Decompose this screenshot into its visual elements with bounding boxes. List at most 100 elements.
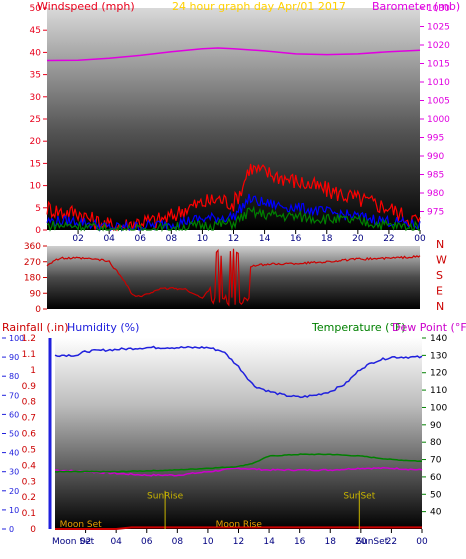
windspeed-axis-label: Windspeed (mph) xyxy=(37,0,135,13)
humidity-y-tick-label: 60 xyxy=(9,410,19,419)
rainfall-line xyxy=(55,526,422,530)
humidity-y-tick-label: 20 xyxy=(9,487,19,496)
bottom-x-tick-label: 22 xyxy=(386,537,397,547)
low-line xyxy=(46,205,420,233)
barometer-axis-label: Barometer (mb) xyxy=(372,0,460,13)
top-x-ticks: 02 04 06 08 10 12 14 16 18 20 22 00 xyxy=(72,230,426,244)
humidity-y-tick-label: 30 xyxy=(9,468,19,477)
bottom-moonset-label: Moon Set xyxy=(52,537,95,547)
baro-y-ticks: 975 980 985 990 995 1000 1005 1010 1015 1020 1025 1… xyxy=(420,4,450,218)
moonset-label: Moon Set xyxy=(60,520,103,530)
temp-y-tick-label: 140 xyxy=(430,334,447,344)
humidity-y-tick-label: 80 xyxy=(9,372,19,381)
compass-letter: N xyxy=(436,300,444,313)
temp-y-tick-label: 120 xyxy=(430,369,447,379)
wind-y-tick-label: 50 xyxy=(30,4,42,14)
wind-y-tick-label: 45 xyxy=(30,26,41,36)
temp-y-tick-label: 80 xyxy=(430,438,442,448)
top-x-tick-label: 04 xyxy=(103,234,115,244)
rain-y-ticks: 0 0.1 0.2 0.3 0.4 0.5 0.6 0.7 0.8 0.9 1 1.1 1.2 xyxy=(22,334,52,535)
bottom-series xyxy=(54,345,423,530)
temp-y-tick-label: 40 xyxy=(430,508,442,518)
direction-y-ticks: 0 90 180 270 360 xyxy=(24,242,47,315)
humidity-y-tick-label: 50 xyxy=(9,430,19,439)
temp-y-tick-label: 50 xyxy=(430,490,442,500)
rain-y-tick-label: 0.7 xyxy=(22,414,36,424)
rain-y-tick-label: 0.2 xyxy=(22,493,36,503)
compass-letter: E xyxy=(436,285,443,298)
humidity-y-tick-label: 0 xyxy=(9,525,14,534)
baro-y-tick-label: 985 xyxy=(427,171,444,181)
bottom-x-tick-label: 10 xyxy=(202,537,214,547)
rain-y-tick-label: 0.5 xyxy=(22,445,36,455)
bottom-x-tick-label: 16 xyxy=(294,537,306,547)
baro-y-tick-label: 975 xyxy=(427,208,444,218)
direction-y-tick-label: 90 xyxy=(30,289,42,299)
humidity-line xyxy=(54,345,423,399)
wind-y-tick-label: 30 xyxy=(30,93,42,103)
rain-y-tick-label: 0.8 xyxy=(22,398,37,408)
rainfall-axis-label: Rainfall (.in) xyxy=(2,321,69,334)
temp-y-tick-label: 100 xyxy=(430,403,447,413)
baro-y-tick-label: 1025 xyxy=(427,23,450,33)
top-x-tick-label: 14 xyxy=(259,234,271,244)
wind-y-tick-label: 40 xyxy=(30,48,42,58)
baro-y-tick-label: 1000 xyxy=(427,115,450,125)
bottom-x-tick-label: 18 xyxy=(325,537,337,547)
wind-y-tick-label: 5 xyxy=(35,204,41,214)
sunset-label: SunSet xyxy=(343,491,375,501)
direction-y-tick-label: 360 xyxy=(24,242,41,252)
wind-y-tick-label: 25 xyxy=(30,115,41,125)
bottom-x-tick-label: 06 xyxy=(141,537,153,547)
compass-letter: N xyxy=(436,238,444,251)
wind-y-tick-label: 20 xyxy=(30,137,42,147)
rain-y-tick-label: 1.1 xyxy=(22,350,36,360)
temperature-line xyxy=(54,453,423,473)
rain-y-tick-label: 1 xyxy=(30,366,36,376)
wind-y-tick-label: 10 xyxy=(30,182,42,192)
sunrise-label: SunRise xyxy=(147,491,184,501)
dewpoint-line xyxy=(55,466,423,477)
humidity-axis-label: Humidity (%) xyxy=(67,321,139,334)
direction-y-tick-label: 180 xyxy=(24,274,41,284)
bottom-sunset-label: SunSet xyxy=(356,537,388,547)
dewpoint-axis-label: Dew Point (°F) xyxy=(392,321,466,334)
humidity-y-tick-label: 40 xyxy=(9,449,19,458)
average-line xyxy=(46,193,421,233)
sun-moon-annotations: SunRise SunSet Moon Set Moon Rise Moon Set Su… xyxy=(52,490,389,547)
temp-y-tick-label: 70 xyxy=(430,456,442,466)
rain-y-tick-label: 0.1 xyxy=(22,509,36,519)
baro-y-tick-label: 1020 xyxy=(427,41,450,51)
top-x-tick-label: 16 xyxy=(290,234,302,244)
top-x-tick-label: 12 xyxy=(228,234,239,244)
bottom-x-tick-label: 04 xyxy=(110,537,122,547)
humidity-y-tick-label: 90 xyxy=(9,353,19,362)
baro-y-tick-label: 1005 xyxy=(427,97,450,107)
direction-y-tick-label: 270 xyxy=(24,258,41,268)
baro-y-tick-label: 995 xyxy=(427,134,444,144)
rain-y-tick-label: 0 xyxy=(30,525,36,535)
baro-y-tick-label: 1010 xyxy=(427,78,450,88)
direction-line xyxy=(46,248,421,307)
top-x-tick-label: 10 xyxy=(197,234,209,244)
humidity-y-ticks: 0 10 20 30 40 50 60 70 80 90 100 xyxy=(2,334,24,534)
humidity-y-tick-label: 10 xyxy=(9,506,19,515)
rain-y-tick-label: 0.4 xyxy=(22,461,37,471)
temp-y-tick-label: 130 xyxy=(430,351,447,361)
moonrise-label: Moon Rise xyxy=(216,520,263,530)
compass-letter: W xyxy=(436,254,447,267)
bottom-x-tick-label: 02 xyxy=(80,537,91,547)
top-x-tick-label: 20 xyxy=(352,234,364,244)
top-x-tick-label: 00 xyxy=(414,234,426,244)
wind-y-tick-label: 0 xyxy=(35,226,41,236)
bottom-x-tick-label: 20 xyxy=(355,537,367,547)
rain-y-tick-label: 0.3 xyxy=(22,477,36,487)
direction-y-tick-label: 0 xyxy=(35,305,41,315)
barometer-line xyxy=(46,47,421,62)
rain-y-tick-label: 1.2 xyxy=(22,334,36,344)
baro-y-tick-label: 1030 xyxy=(427,4,450,14)
top-x-tick-label: 06 xyxy=(135,234,147,244)
temperature-axis-label: Temperature (°F) xyxy=(311,321,406,334)
